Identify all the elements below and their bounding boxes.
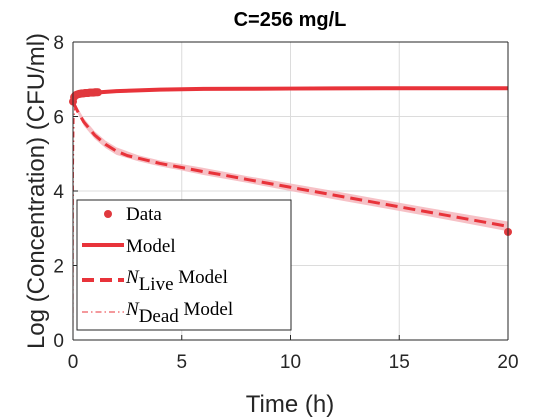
legend-label-live-sub: Live xyxy=(139,274,174,295)
series-n-live-model xyxy=(71,100,509,228)
x-tick-label: 10 xyxy=(280,352,301,373)
x-tick-label: 15 xyxy=(389,352,410,373)
x-tick-label: 5 xyxy=(176,352,187,373)
y-tick-label: 2 xyxy=(53,257,64,278)
x-tick-labels: 0 5 10 15 20 xyxy=(68,352,519,373)
legend-label-data: Data xyxy=(126,204,162,225)
y-tick-label: 4 xyxy=(53,182,64,203)
legend-marker-data xyxy=(104,210,112,218)
y-tick-label: 0 xyxy=(53,331,64,352)
legend: Data Model NLive Model NDead Model xyxy=(76,199,292,331)
legend-label-live-main: N xyxy=(125,267,140,288)
data-points xyxy=(69,88,512,236)
legend-label-dead-rest: Model xyxy=(179,299,233,320)
legend-label-dead: NDead Model xyxy=(125,299,233,327)
data-point xyxy=(94,88,103,97)
legend-label-live: NLive Model xyxy=(125,267,228,295)
y-tick-label: 8 xyxy=(53,33,64,54)
legend-label-dead-main: N xyxy=(125,299,140,320)
legend-label-model: Model xyxy=(126,236,176,257)
x-tick-label: 20 xyxy=(497,352,518,373)
chart-title: C=256 mg/L xyxy=(234,9,347,31)
legend-box xyxy=(76,199,292,331)
legend-label-live-rest: Model xyxy=(174,267,228,288)
y-tick-label: 6 xyxy=(53,108,64,129)
x-axis-label: Time (h) xyxy=(246,391,334,418)
axes xyxy=(72,41,509,341)
legend-label-dead-sub: Dead xyxy=(139,306,180,327)
x-tick-label: 0 xyxy=(68,352,79,373)
y-tick-labels: 0 2 4 6 8 xyxy=(53,33,64,352)
y-axis-label: Log (Concentration) (CFU/ml) xyxy=(23,33,50,349)
